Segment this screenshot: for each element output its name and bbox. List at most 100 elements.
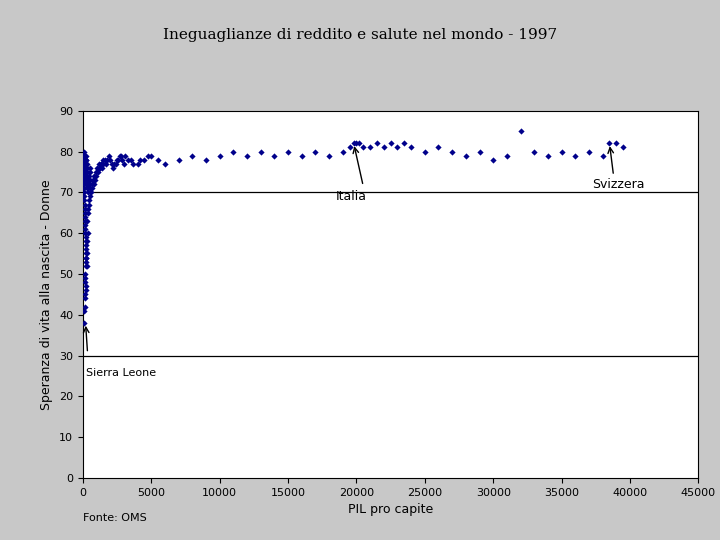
Point	[570, 151, 581, 160]
Point	[81, 184, 92, 193]
X-axis label: PIL pro capite: PIL pro capite	[348, 503, 433, 516]
Point	[82, 176, 94, 184]
Point	[358, 143, 369, 152]
Point	[82, 188, 94, 197]
Point	[81, 172, 93, 180]
Point	[81, 151, 92, 160]
Point	[91, 164, 103, 172]
Point	[337, 147, 348, 156]
Point	[80, 172, 91, 180]
Point	[120, 151, 131, 160]
Point	[80, 241, 91, 249]
Point	[99, 156, 110, 164]
Point	[597, 151, 608, 160]
Point	[80, 237, 91, 246]
Point	[460, 151, 472, 160]
Point	[611, 139, 622, 147]
Point	[84, 196, 95, 205]
Point	[214, 151, 225, 160]
Point	[78, 200, 90, 209]
Point	[81, 249, 92, 258]
Point	[79, 167, 91, 176]
Point	[80, 159, 91, 168]
Point	[79, 208, 91, 217]
Point	[81, 237, 93, 246]
Point	[487, 156, 499, 164]
Point	[241, 151, 253, 160]
Point	[135, 156, 146, 164]
Point	[78, 167, 90, 176]
Point	[84, 184, 96, 193]
Point	[79, 278, 91, 286]
Point	[102, 156, 113, 164]
Point	[385, 139, 397, 147]
Point	[86, 180, 97, 188]
Point	[79, 151, 91, 160]
Point	[78, 184, 90, 193]
Point	[97, 159, 109, 168]
Point	[94, 164, 105, 172]
Point	[86, 184, 98, 193]
Point	[92, 167, 104, 176]
Point	[78, 156, 90, 164]
Point	[79, 274, 91, 282]
Point	[78, 192, 90, 201]
Point	[85, 188, 96, 197]
Point	[80, 176, 91, 184]
Point	[78, 188, 90, 197]
Text: Fonte: OMS: Fonte: OMS	[83, 514, 147, 523]
Point	[94, 164, 106, 172]
Point	[78, 151, 90, 160]
Text: Ineguaglianze di reddito e salute nel mondo - 1997: Ineguaglianze di reddito e salute nel mo…	[163, 28, 557, 42]
Point	[84, 172, 95, 180]
Point	[82, 229, 94, 238]
Point	[104, 156, 116, 164]
Point	[83, 184, 94, 193]
Point	[80, 225, 91, 233]
Point	[78, 159, 90, 168]
Point	[583, 147, 595, 156]
Point	[79, 294, 91, 303]
Point	[81, 261, 92, 270]
Point	[79, 172, 91, 180]
Point	[115, 151, 127, 160]
Point	[96, 159, 107, 168]
Point	[118, 159, 130, 168]
Point	[78, 164, 90, 172]
Point	[84, 176, 95, 184]
Point	[132, 159, 143, 168]
Point	[344, 143, 356, 152]
Point	[78, 176, 90, 184]
Point	[433, 143, 444, 152]
Text: Svizzera: Svizzera	[592, 178, 644, 191]
Point	[255, 147, 266, 156]
Point	[91, 172, 102, 180]
Point	[78, 147, 90, 156]
Point	[78, 180, 89, 188]
Y-axis label: Speranza di vita alla nascita - Donne: Speranza di vita alla nascita - Donne	[40, 179, 53, 410]
Point	[556, 147, 567, 156]
Point	[79, 156, 91, 164]
Point	[78, 172, 89, 180]
Point	[78, 319, 90, 327]
Point	[81, 156, 92, 164]
Point	[81, 282, 92, 291]
Point	[80, 229, 91, 238]
Point	[112, 156, 124, 164]
Point	[81, 176, 92, 184]
Point	[81, 167, 93, 176]
Point	[79, 212, 91, 221]
Point	[617, 143, 629, 152]
Point	[78, 151, 90, 160]
Point	[419, 147, 431, 156]
Point	[89, 176, 101, 184]
Point	[78, 196, 90, 205]
Point	[81, 180, 92, 188]
Point	[501, 151, 513, 160]
Point	[351, 139, 362, 147]
Point	[81, 164, 93, 172]
Point	[80, 269, 91, 278]
Point	[78, 164, 90, 172]
Point	[125, 156, 137, 164]
Point	[186, 151, 198, 160]
